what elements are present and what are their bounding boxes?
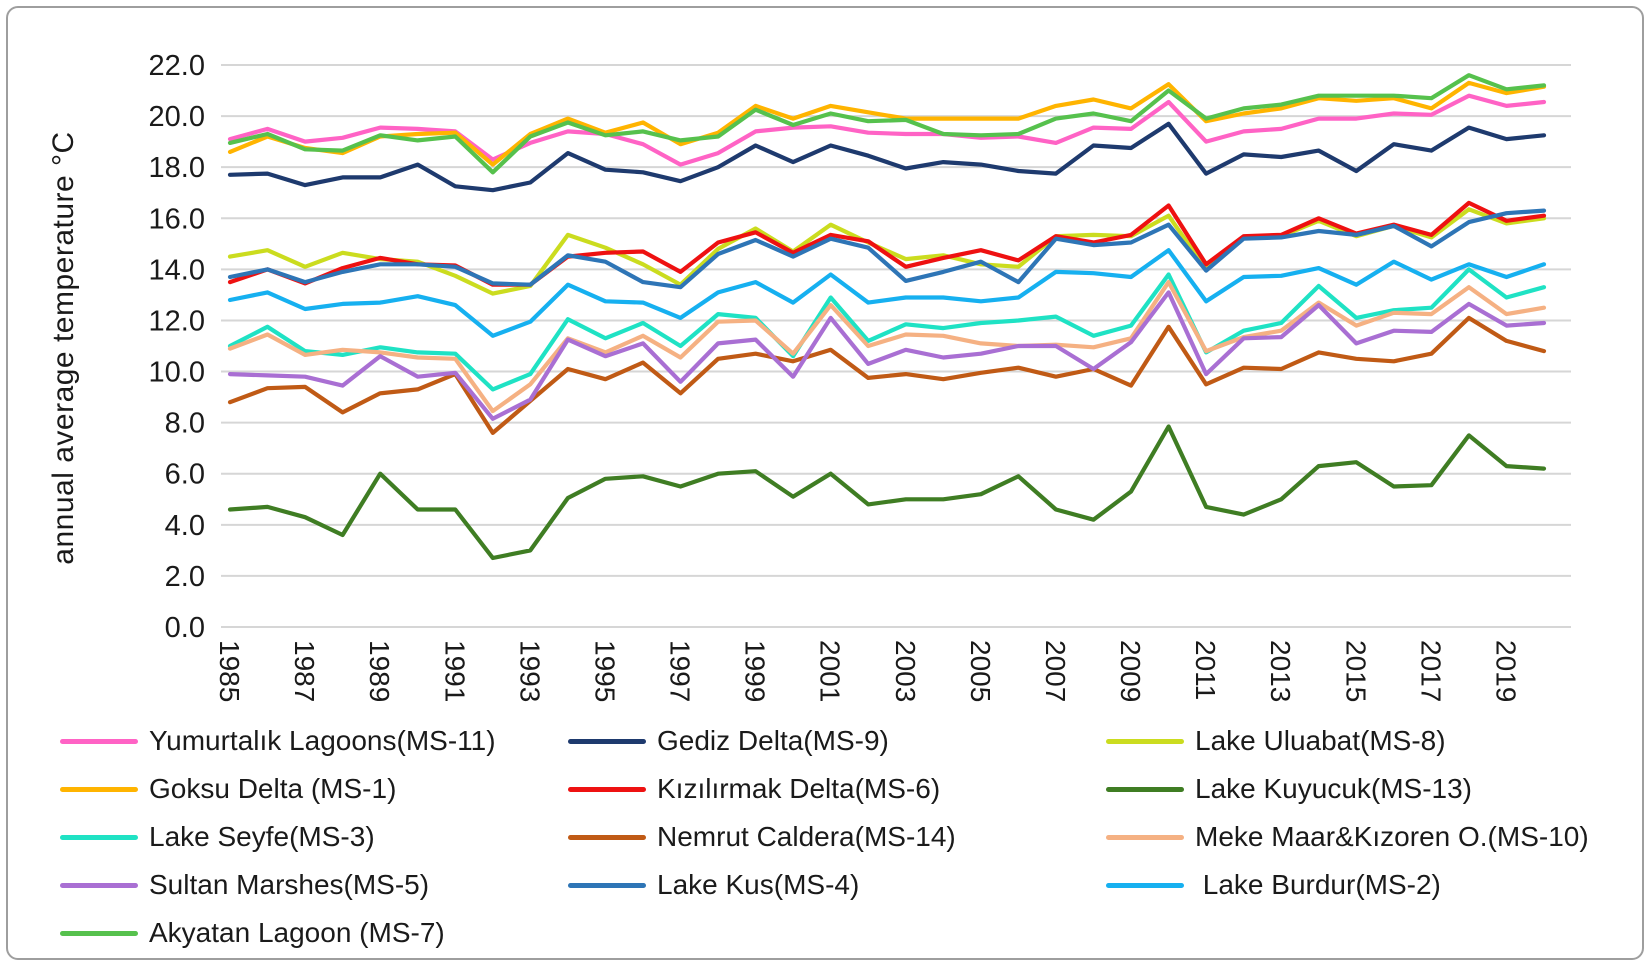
y-tick-label: 10.0 bbox=[149, 357, 205, 389]
x-tick-label: 1989 bbox=[364, 640, 395, 702]
x-tick-label: 2017 bbox=[1415, 640, 1446, 702]
y-tick-label: 0.0 bbox=[165, 612, 205, 644]
series-line bbox=[227, 248, 1547, 338]
y-tick-label: 12.0 bbox=[149, 305, 205, 337]
x-tick-label: 1999 bbox=[740, 640, 771, 702]
chart-frame: annual average temperature °C 0.0 2.0 4.0 6… bbox=[6, 6, 1644, 960]
x-tick-label: 1985 bbox=[214, 640, 245, 702]
series-line bbox=[227, 73, 1547, 175]
series-line bbox=[227, 207, 1547, 296]
y-tick-label: 4.0 bbox=[165, 510, 205, 542]
series-line bbox=[227, 200, 1547, 287]
x-tick-label: 1991 bbox=[439, 640, 470, 702]
y-tick-label: 18.0 bbox=[149, 152, 205, 184]
y-tick-label: 8.0 bbox=[165, 408, 205, 440]
x-tick-label: 1987 bbox=[289, 640, 320, 702]
series-line bbox=[227, 121, 1547, 193]
series-line bbox=[227, 267, 1547, 392]
y-tick-label: 14.0 bbox=[149, 254, 205, 286]
x-tick-label: 1997 bbox=[665, 640, 696, 702]
x-tick-label: 1993 bbox=[514, 640, 545, 702]
x-tick-label: 1995 bbox=[589, 640, 620, 702]
series-line bbox=[227, 280, 1547, 414]
y-tick-label: 22.0 bbox=[149, 50, 205, 82]
x-tick-label: 2009 bbox=[1115, 640, 1146, 702]
x-tick-label: 2001 bbox=[815, 640, 846, 702]
series-line bbox=[227, 80, 1547, 167]
x-tick-label: 2003 bbox=[890, 640, 921, 702]
series-line bbox=[227, 290, 1547, 421]
x-tick-label: 2019 bbox=[1490, 640, 1521, 702]
x-tick-label: 2007 bbox=[1040, 640, 1071, 702]
series-line bbox=[227, 93, 1547, 167]
x-tick-label: 2011 bbox=[1190, 640, 1221, 700]
x-tick-label: 2005 bbox=[965, 640, 996, 702]
y-tick-label: 2.0 bbox=[165, 561, 205, 593]
y-tick-label: 20.0 bbox=[149, 101, 205, 133]
series-line bbox=[227, 315, 1547, 435]
x-tick-label: 2013 bbox=[1265, 640, 1296, 702]
y-tick-label: 6.0 bbox=[165, 459, 205, 491]
x-tick-label: 2015 bbox=[1340, 640, 1371, 702]
line-chart: 0.0 2.0 4.0 6.0 8.0 10.0 12.0 14.0 16.0 18.0 20.0 2… bbox=[149, 50, 1571, 702]
y-tick-label: 16.0 bbox=[149, 203, 205, 235]
series-line bbox=[227, 208, 1547, 290]
series-line bbox=[227, 424, 1547, 561]
